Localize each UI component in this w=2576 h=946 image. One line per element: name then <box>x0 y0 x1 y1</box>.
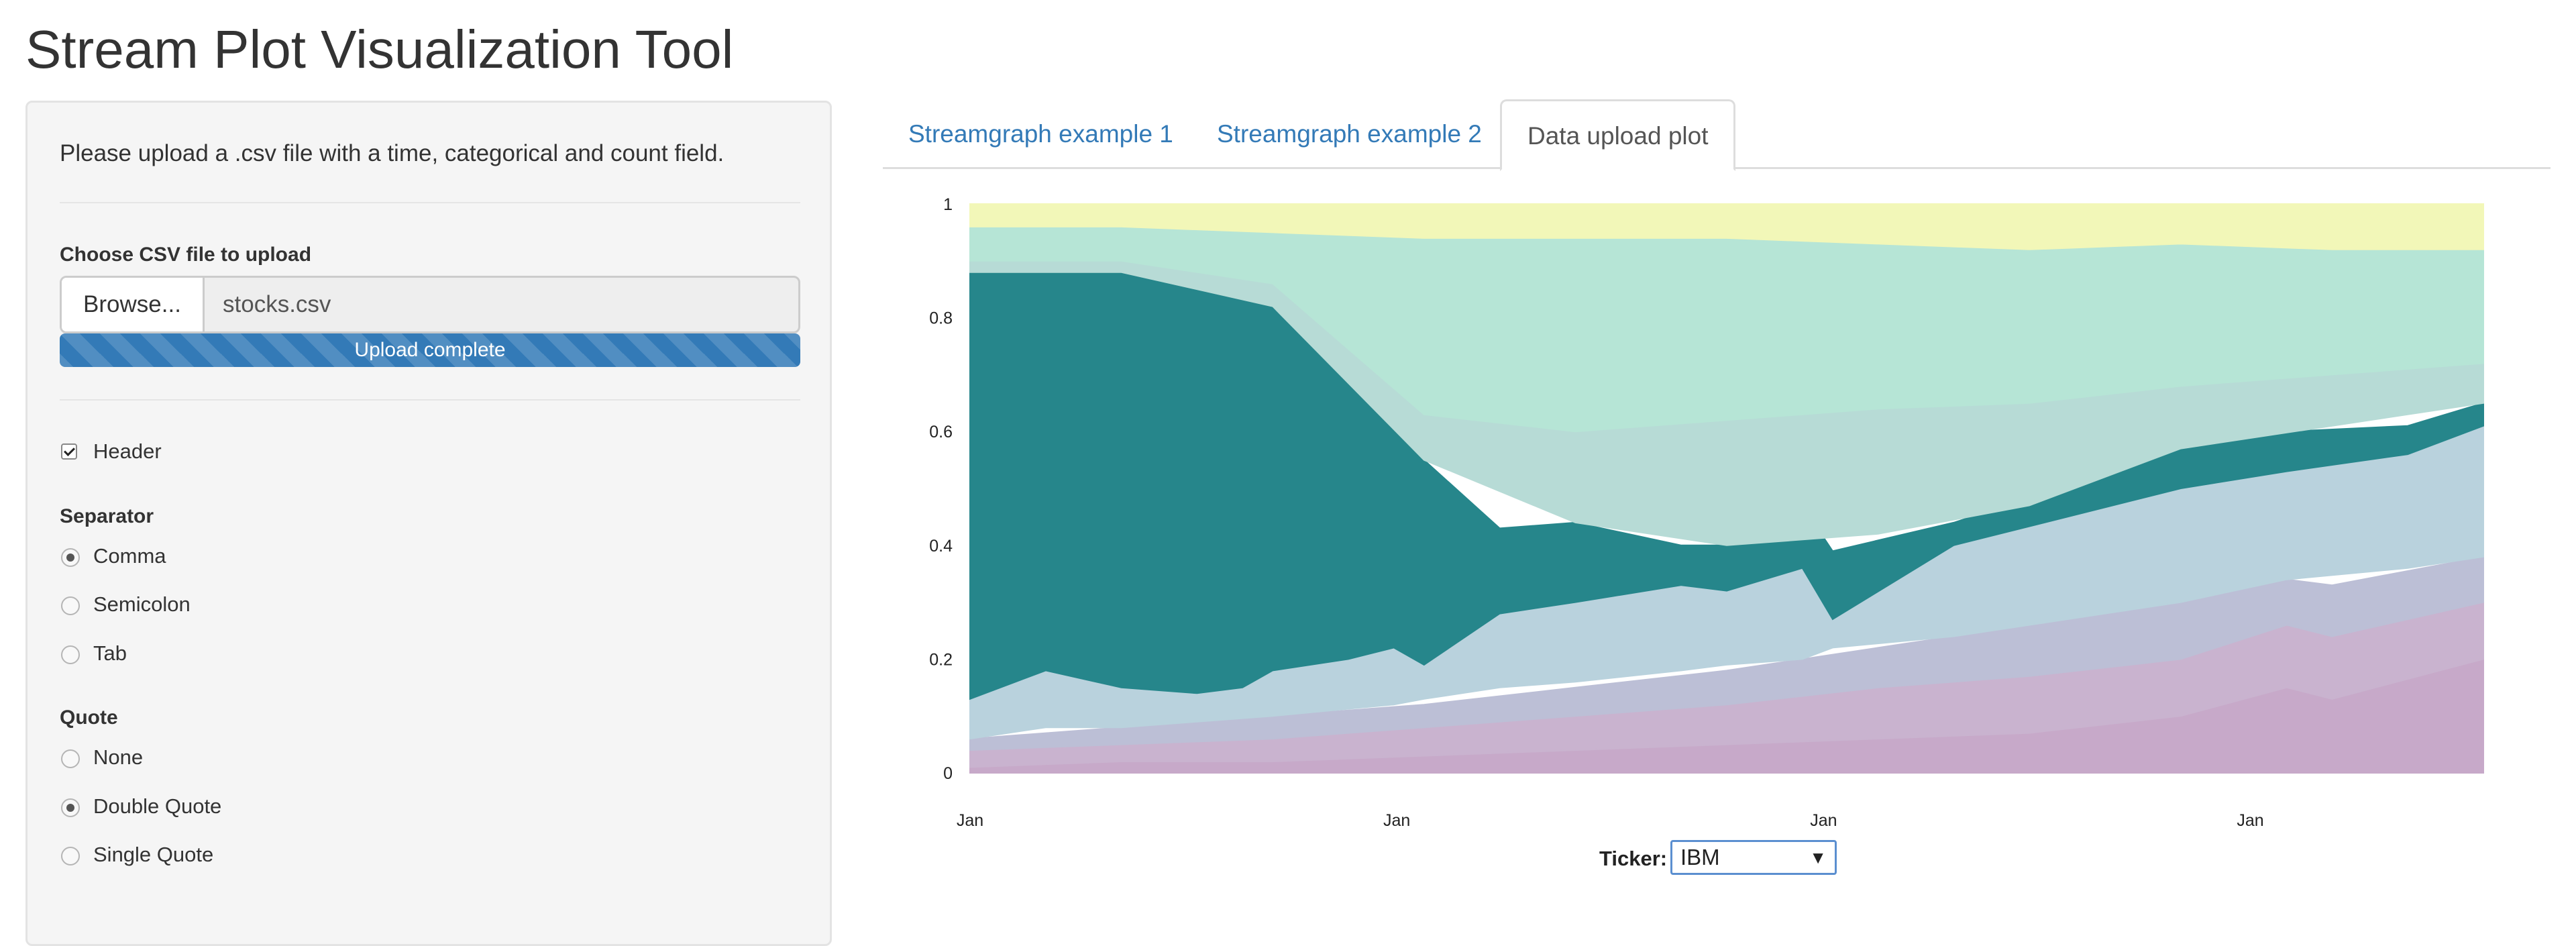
radio-unselected-icon[interactable] <box>61 645 80 664</box>
x-tick-label: Jan <box>1810 811 1837 830</box>
x-tick-label: Jan <box>1383 811 1410 830</box>
checkbox-checked-icon[interactable] <box>61 443 77 460</box>
y-tick-label: 0.6 <box>929 423 953 441</box>
streamgraph-chart: 0 0.2 0.4 0.6 0.8 1 Jan Jan Jan Jan <box>929 195 2484 830</box>
file-input-label: Choose CSV file to upload <box>60 244 312 266</box>
separator-label: Separator <box>60 505 154 527</box>
radio-unselected-icon[interactable] <box>61 847 80 865</box>
radio-label: None <box>93 745 144 769</box>
header-label: Header <box>93 439 162 463</box>
tab-streamgraph-example-1[interactable]: Streamgraph example 1 <box>908 120 1173 148</box>
radio-label: Single Quote <box>93 843 214 866</box>
radio-label: Semicolon <box>93 592 191 616</box>
file-input[interactable]: Browse... stocks.csv <box>60 276 800 333</box>
x-tick-label: Jan <box>957 811 983 830</box>
radio-unselected-icon[interactable] <box>61 749 80 768</box>
y-tick-label: 0.4 <box>929 537 953 556</box>
sidebar-panel: Please upload a .csv file with a time, c… <box>25 101 832 946</box>
y-tick-label: 0 <box>943 764 953 783</box>
stream-layer-7 <box>969 203 2484 250</box>
x-tick-label: Jan <box>2237 811 2263 830</box>
page-title: Stream Plot Visualization Tool <box>25 19 734 79</box>
radio-label: Double Quote <box>93 794 222 818</box>
ticker-value: IBM <box>1680 845 1720 870</box>
tab-streamgraph-example-2[interactable]: Streamgraph example 2 <box>1217 120 1482 148</box>
browse-button[interactable]: Browse... <box>62 278 205 331</box>
upload-progress: Upload complete <box>60 333 800 367</box>
ticker-label: Ticker: <box>1599 847 1668 870</box>
y-tick-label: 0.2 <box>929 650 953 669</box>
quote-label: Quote <box>60 706 118 729</box>
upload-progress-text: Upload complete <box>354 339 506 361</box>
y-tick-label: 0.8 <box>929 309 953 328</box>
dropdown-arrow-icon: ▼ <box>1809 847 1827 868</box>
tab-data-upload-plot[interactable]: Data upload plot <box>1500 99 1736 171</box>
divider <box>60 399 800 401</box>
tab-bar: Streamgraph example 1 Streamgraph exampl… <box>883 99 2551 171</box>
ticker-select[interactable]: IBM ▼ <box>1670 840 1837 875</box>
file-name: stocks.csv <box>223 291 331 317</box>
divider <box>60 202 800 203</box>
upload-progress-fill <box>60 333 800 367</box>
radio-label: Tab <box>93 641 127 665</box>
radio-selected-icon[interactable] <box>61 798 80 817</box>
help-text: Please upload a .csv file with a time, c… <box>60 140 724 166</box>
stream-layer-2 <box>969 556 2484 751</box>
radio-label: Comma <box>93 544 166 568</box>
radio-selected-icon[interactable] <box>61 548 80 567</box>
radio-unselected-icon[interactable] <box>61 596 80 615</box>
y-tick-label: 1 <box>943 195 953 214</box>
